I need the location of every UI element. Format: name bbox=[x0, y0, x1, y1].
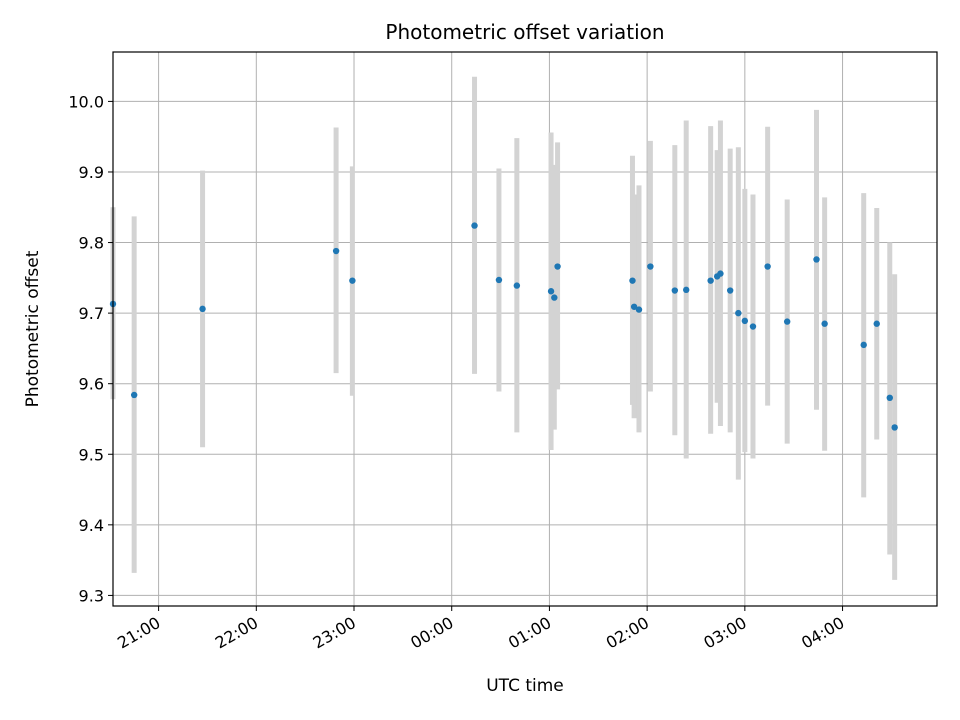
y-tick-label: 9.6 bbox=[79, 375, 104, 394]
data-point bbox=[764, 263, 771, 270]
y-tick-label: 9.5 bbox=[79, 445, 104, 464]
data-point bbox=[630, 303, 638, 310]
data-point bbox=[891, 424, 898, 431]
y-axis-label: Photometric offset bbox=[23, 250, 43, 407]
data-point bbox=[495, 276, 503, 284]
data-point bbox=[707, 277, 714, 284]
data-point bbox=[199, 305, 206, 313]
data-point bbox=[886, 394, 893, 402]
data-point bbox=[813, 256, 820, 263]
data-point bbox=[671, 287, 679, 294]
plot-frame bbox=[112, 51, 938, 607]
y-tick-label: 9.4 bbox=[79, 516, 104, 535]
data-point bbox=[749, 323, 757, 330]
data-point bbox=[735, 309, 742, 317]
data-point bbox=[647, 263, 654, 270]
chart-title: Photometric offset variation bbox=[385, 20, 664, 44]
y-tick-label: 9.7 bbox=[79, 304, 104, 323]
data-point bbox=[783, 318, 791, 325]
data-point bbox=[551, 294, 558, 301]
data-point bbox=[873, 320, 880, 327]
y-axis-ticks: 9.3 9.4 9.5 9.6 9.7 9.8 9.9 10.0 bbox=[68, 92, 113, 605]
data-point bbox=[554, 263, 561, 270]
y-tick-label: 9.9 bbox=[79, 163, 104, 182]
data-point bbox=[513, 282, 521, 289]
data-point bbox=[726, 287, 734, 294]
data-point bbox=[130, 391, 138, 399]
data-points bbox=[109, 222, 898, 431]
data-point bbox=[821, 320, 828, 327]
x-axis-label: UTC time bbox=[486, 676, 564, 696]
grid bbox=[113, 52, 937, 606]
y-tick-label: 10.0 bbox=[68, 92, 104, 111]
y-tick-label: 9.3 bbox=[79, 586, 104, 605]
data-point bbox=[629, 277, 636, 284]
data-point bbox=[741, 317, 749, 325]
data-point bbox=[349, 277, 356, 284]
data-point bbox=[332, 247, 340, 255]
data-point bbox=[471, 222, 478, 229]
y-tick-label: 9.8 bbox=[79, 234, 104, 253]
data-point bbox=[683, 286, 690, 294]
data-point bbox=[717, 270, 724, 277]
data-point bbox=[547, 288, 555, 295]
data-point bbox=[860, 341, 867, 349]
data-point bbox=[635, 306, 643, 313]
